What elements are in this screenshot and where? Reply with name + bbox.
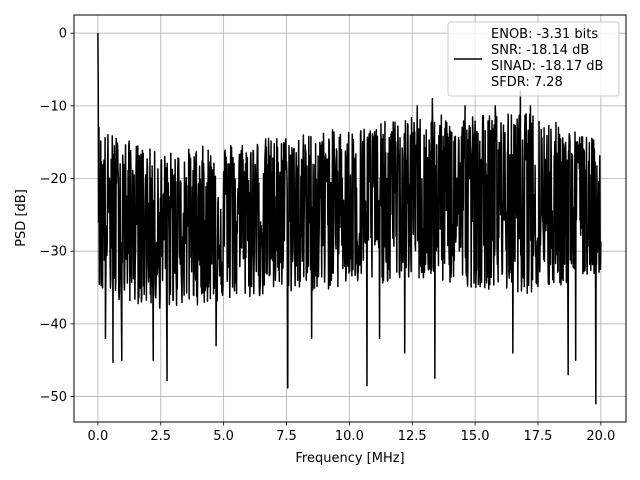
x-tick-label: 15.0	[461, 429, 490, 444]
legend: ENOB: -3.31 bits SNR: -18.14 dB SINAD: -…	[447, 21, 620, 97]
plot-frame	[73, 14, 627, 423]
legend-line-enob: ENOB: -3.31 bits	[491, 27, 598, 42]
legend-line-snr: SNR: -18.14 dB	[491, 43, 589, 58]
x-axis-ticks: 0.0 2.5 5.0 7.5 10.0 12.5 15.0 17.5 20.0	[88, 422, 615, 444]
x-tick-label: 2.5	[150, 429, 171, 444]
y-tick-label: −40	[40, 317, 67, 332]
y-tick-label: 0	[59, 27, 67, 42]
y-tick-label: −30	[40, 245, 67, 260]
y-tick-label: −10	[40, 99, 67, 114]
x-tick-label: 0.0	[88, 429, 109, 444]
x-tick-label: 12.5	[398, 429, 427, 444]
x-tick-label: 7.5	[276, 429, 297, 444]
x-tick-label: 10.0	[335, 429, 364, 444]
psd-series-line	[97, 33, 602, 405]
x-tick-label: 5.0	[213, 429, 234, 444]
x-axis-label: Frequency [MHz]	[295, 451, 404, 466]
legend-line-sfdr: SFDR: 7.28	[491, 75, 563, 90]
y-axis-label: PSD [dB]	[14, 189, 29, 247]
y-tick-label: −50	[40, 390, 67, 405]
legend-box	[447, 21, 620, 97]
x-tick-label: 20.0	[586, 429, 615, 444]
x-tick-label: 17.5	[524, 429, 553, 444]
y-tick-label: −20	[40, 172, 67, 187]
legend-line-sinad: SINAD: -18.17 dB	[491, 59, 603, 74]
series-layer	[97, 33, 602, 405]
y-axis-ticks: 0 −10 −20 −30 −40 −50	[40, 27, 74, 405]
